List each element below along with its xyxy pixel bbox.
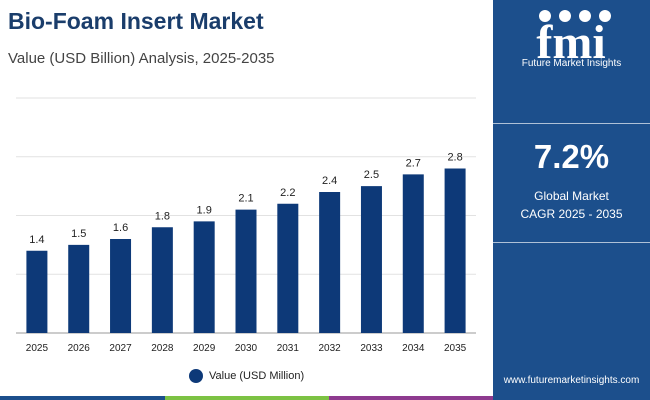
cagr-value: 7.2% [533,138,610,175]
x-tick-2030: 2030 [235,343,258,354]
bar-2025 [26,250,48,333]
data-label-2027: 1.6 [113,222,128,234]
x-tick-2035: 2035 [444,343,467,354]
data-label-2033: 2.5 [364,169,379,181]
footer-segment-purple [329,396,493,400]
x-tick-2028: 2028 [151,343,174,354]
bar-2027 [110,239,132,333]
fmi-logo: fmi [493,4,650,72]
data-label-2032: 2.4 [322,175,337,187]
bar-2026 [68,244,90,333]
legend-label: Value (USD Million) [209,370,305,382]
data-label-2029: 1.9 [197,204,212,216]
chart-subtitle: Value (USD Billion) Analysis, 2025-2035 [8,50,275,67]
x-tick-2033: 2033 [360,343,383,354]
bar-2032 [319,192,341,333]
bar-2031 [277,203,299,333]
sidebar-panel: fmi Future Market Insights 7.2% Global M… [493,0,650,400]
data-label-2030: 2.1 [238,193,253,205]
x-tick-2034: 2034 [402,343,425,354]
website-url: www.futuremarketinsights.com [503,375,640,386]
data-label-2026: 1.5 [71,228,86,240]
bar-chart: 1.4 2025 1.5 2026 1.6 2027 1.8 2028 1.9 2029 2.1 20… [16,97,476,354]
divider-top [493,123,650,124]
x-tick-2027: 2027 [109,343,132,354]
x-tick-2025: 2025 [26,343,49,354]
data-label-2025: 1.4 [29,234,44,246]
bar-2035 [444,168,466,333]
bar-2028 [151,227,173,333]
x-tick-2029: 2029 [193,343,216,354]
legend-swatch [189,369,203,383]
logo-leaf-icon [559,10,571,22]
cagr-label-line1: Global Market [534,189,609,203]
bar-2033 [360,186,382,333]
data-label-2028: 1.8 [155,210,170,222]
bar-2030 [235,209,257,333]
chart-legend: Value (USD Million) [189,367,304,385]
logo-globe-icon [539,10,551,22]
cagr-label-line2: CAGR 2025 - 2035 [520,207,623,221]
data-label-2031: 2.2 [280,187,295,199]
footer-segment-green [165,396,329,400]
chart-title: Bio-Foam Insert Market [8,8,264,34]
logo-letters: fmi [536,16,605,64]
bar-2034 [402,174,424,333]
logo-person-icon [599,10,611,22]
footer-segment-blue [0,396,165,400]
data-label-2034: 2.7 [406,157,421,169]
brand-name: Future Market Insights [521,58,622,69]
bar-2029 [193,221,215,333]
logo-gear-icon [579,10,591,22]
x-tick-2031: 2031 [277,343,300,354]
x-tick-2026: 2026 [68,343,91,354]
data-label-2035: 2.8 [447,152,462,164]
x-tick-2032: 2032 [319,343,342,354]
footer-color-bar [0,396,493,400]
divider-bottom [493,242,650,243]
